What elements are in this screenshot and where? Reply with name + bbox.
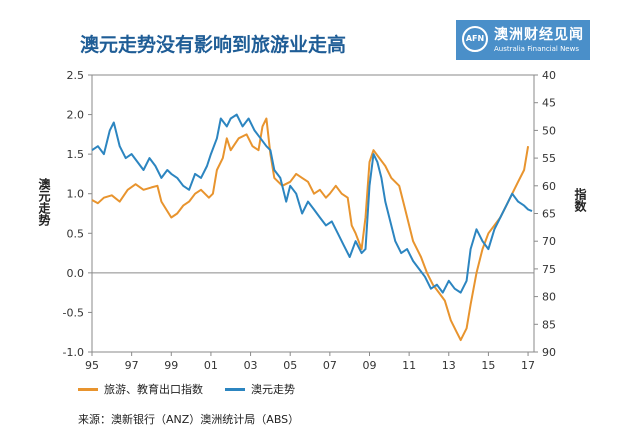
logo-name-en: Australia Financial News bbox=[494, 45, 579, 53]
y-tick-label: 2.5 bbox=[67, 69, 85, 82]
y2-tick-label: 55 bbox=[542, 152, 556, 165]
x-tick-label: 11 bbox=[402, 359, 416, 372]
y-axis-label-right: 指数 bbox=[573, 188, 587, 212]
axes bbox=[88, 74, 538, 356]
y2-tick-label: 45 bbox=[542, 97, 556, 110]
x-tick-label: 03 bbox=[244, 359, 258, 372]
y-tick-label: 1.5 bbox=[67, 148, 85, 161]
y-tick-label: -1.0 bbox=[63, 346, 84, 359]
plot-frame bbox=[91, 74, 535, 353]
x-tick-label: 17 bbox=[521, 359, 535, 372]
x-tick-label: 07 bbox=[323, 359, 337, 372]
logo-mark: AFN bbox=[462, 26, 488, 52]
y2-tick-label: 40 bbox=[542, 69, 556, 82]
source-note: 来源：澳新银行（ANZ）澳洲统计局（ABS） bbox=[78, 413, 300, 426]
y-tick-label: -0.5 bbox=[63, 306, 84, 319]
x-tick-label: 97 bbox=[125, 359, 139, 372]
series-line-aud bbox=[91, 113, 533, 294]
x-tick-label: 15 bbox=[481, 359, 495, 372]
y-tick-label: 1.0 bbox=[67, 188, 85, 201]
y-tick-label: 0.0 bbox=[67, 267, 85, 280]
legend-item-aud: 澳元走势 bbox=[225, 381, 295, 397]
series-layer bbox=[91, 113, 533, 342]
logo-name-cn: 澳洲财经见闻 bbox=[494, 27, 584, 43]
y2-tick-label: 65 bbox=[542, 208, 556, 221]
y-axis-label-left: 澳元走势 bbox=[37, 178, 51, 226]
x-tick-label: 05 bbox=[283, 359, 297, 372]
x-tick-label: 09 bbox=[362, 359, 376, 372]
legend-swatch-aud bbox=[225, 387, 245, 391]
tick-labels: 2.5 2.0 1.5 1.0 0.5 0.0 -0.5 -1.0 40 45 50 55 60 65 70… bbox=[63, 69, 556, 372]
legend-label-aud: 澳元走势 bbox=[251, 383, 295, 396]
y-tick-label: 2.0 bbox=[67, 109, 85, 122]
y2-tick-label: 70 bbox=[542, 235, 556, 248]
y2-tick-label: 85 bbox=[542, 318, 556, 331]
y2-tick-label: 75 bbox=[542, 263, 556, 276]
y2-tick-label: 80 bbox=[542, 291, 556, 304]
x-tick-label: 95 bbox=[85, 359, 99, 372]
legend-label-tourism: 旅游、教育出口指数 bbox=[104, 383, 203, 396]
x-tick-label: 13 bbox=[442, 359, 456, 372]
x-tick-label: 01 bbox=[204, 359, 218, 372]
legend-swatch-tourism bbox=[78, 387, 98, 391]
legend: 旅游、教育出口指数 澳元走势 bbox=[78, 381, 295, 397]
y2-tick-label: 90 bbox=[542, 346, 556, 359]
y2-tick-label: 50 bbox=[542, 124, 556, 137]
chart-title: 澳元走势没有影响到旅游业走高 bbox=[80, 34, 347, 56]
series-line-tourism bbox=[91, 117, 530, 342]
legend-item-tourism: 旅游、教育出口指数 bbox=[78, 381, 203, 397]
y-tick-label: 0.5 bbox=[67, 227, 85, 240]
y2-tick-label: 60 bbox=[542, 180, 556, 193]
logo: AFN 澳洲财经见闻 Australia Financial News bbox=[456, 20, 590, 60]
x-tick-label: 99 bbox=[164, 359, 178, 372]
